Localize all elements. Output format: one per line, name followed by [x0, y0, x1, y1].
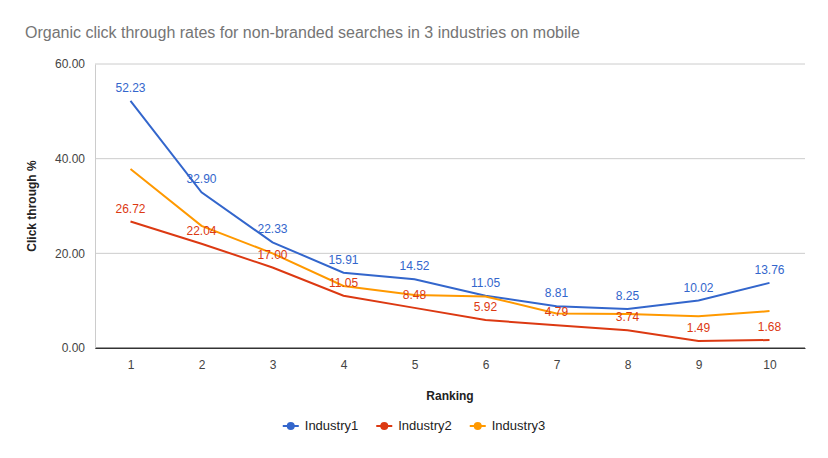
y-axis-title: Click through %	[25, 160, 39, 252]
data-labels: 52.23 32.90 22.33 15.91 14.52 11.05 8.81 8.25 10…	[115, 81, 784, 335]
data-label: 17.00	[257, 248, 287, 262]
x-tick: 5	[412, 348, 419, 372]
data-label: 52.23	[115, 81, 145, 95]
y-tick: 20.00	[55, 247, 95, 261]
legend-label: Industry2	[398, 418, 451, 433]
data-label: 22.04	[186, 224, 216, 238]
data-label: 22.33	[257, 222, 287, 236]
data-label: 14.52	[399, 259, 429, 273]
grid-line	[95, 348, 805, 349]
grid-line	[95, 253, 805, 254]
data-label: 11.05	[471, 276, 500, 290]
data-label: 4.79	[545, 305, 569, 319]
grid-line	[95, 64, 805, 65]
lines	[131, 101, 770, 341]
data-label: 8.81	[545, 286, 569, 300]
x-tick: 2	[199, 348, 206, 372]
series-line	[131, 101, 770, 309]
grid	[95, 64, 805, 348]
grid-line	[95, 158, 805, 159]
y-axis-line	[95, 65, 96, 349]
legend-marker	[380, 422, 388, 430]
x-tick-label: 4	[341, 358, 348, 372]
x-tick-label: 1	[128, 358, 135, 372]
data-label: 32.90	[186, 172, 216, 186]
plot: 0.00 20.00 40.00 60.00 1 2 3 4 5 6 7 8 9 10 52.23 32.90…	[55, 57, 806, 371]
x-tick-label: 9	[696, 358, 703, 372]
legend-item: Industry2	[376, 418, 451, 433]
legend-item: Industry3	[470, 418, 545, 433]
x-tick: 1	[128, 348, 135, 372]
y-tick-label: 20.00	[55, 247, 85, 261]
x-tick: 8	[625, 348, 632, 372]
y-tick: 40.00	[55, 152, 95, 166]
x-tick-label: 7	[554, 358, 561, 372]
x-tick: 9	[696, 348, 703, 372]
legend-marker	[474, 422, 482, 430]
x-tick-label: 3	[270, 358, 277, 372]
x-tick-label: 5	[412, 358, 419, 372]
data-label: 1.68	[758, 320, 782, 334]
x-tick-label: 6	[483, 358, 490, 372]
x-axis-line	[96, 348, 806, 349]
chart: Organic click through rates for non-bran…	[0, 0, 828, 458]
x-tick-label: 10	[763, 358, 777, 372]
legend-item: Industry1	[283, 418, 358, 433]
y-tick-label: 0.00	[62, 341, 86, 355]
y-axis: 0.00 20.00 40.00 60.00	[55, 57, 96, 355]
data-label: 15.91	[328, 253, 358, 267]
x-tick-label: 8	[625, 358, 632, 372]
series-line	[131, 169, 770, 316]
data-label: 11.05	[329, 276, 358, 290]
y-tick: 0.00	[62, 341, 95, 355]
data-label: 3.74	[616, 310, 640, 324]
legend-marker	[287, 422, 295, 430]
legend-label: Industry3	[492, 418, 545, 433]
data-label: 10.02	[683, 281, 713, 295]
x-axis-title: Ranking	[426, 389, 473, 403]
data-label: 8.25	[616, 289, 640, 303]
x-tick: 7	[554, 348, 561, 372]
legend-label: Industry1	[305, 418, 358, 433]
data-label: 8.48	[403, 288, 427, 302]
y-tick-label: 40.00	[55, 152, 85, 166]
y-tick-label: 60.00	[55, 57, 85, 71]
x-tick: 3	[270, 348, 277, 372]
x-tick-label: 2	[199, 358, 206, 372]
data-label: 13.76	[754, 263, 784, 277]
title: Organic click through rates for non-bran…	[25, 24, 580, 41]
data-label: 1.49	[687, 321, 711, 335]
series-line	[131, 222, 770, 341]
x-tick: 10	[763, 348, 777, 372]
data-label: 5.92	[474, 300, 498, 314]
data-label: 26.72	[115, 202, 145, 216]
legend: Industry1 Industry2 Industry3	[283, 418, 545, 433]
x-axis: 1 2 3 4 5 6 7 8 9 10	[96, 348, 806, 372]
x-tick: 6	[483, 348, 490, 372]
x-tick: 4	[341, 348, 348, 372]
y-tick: 60.00	[55, 57, 95, 71]
